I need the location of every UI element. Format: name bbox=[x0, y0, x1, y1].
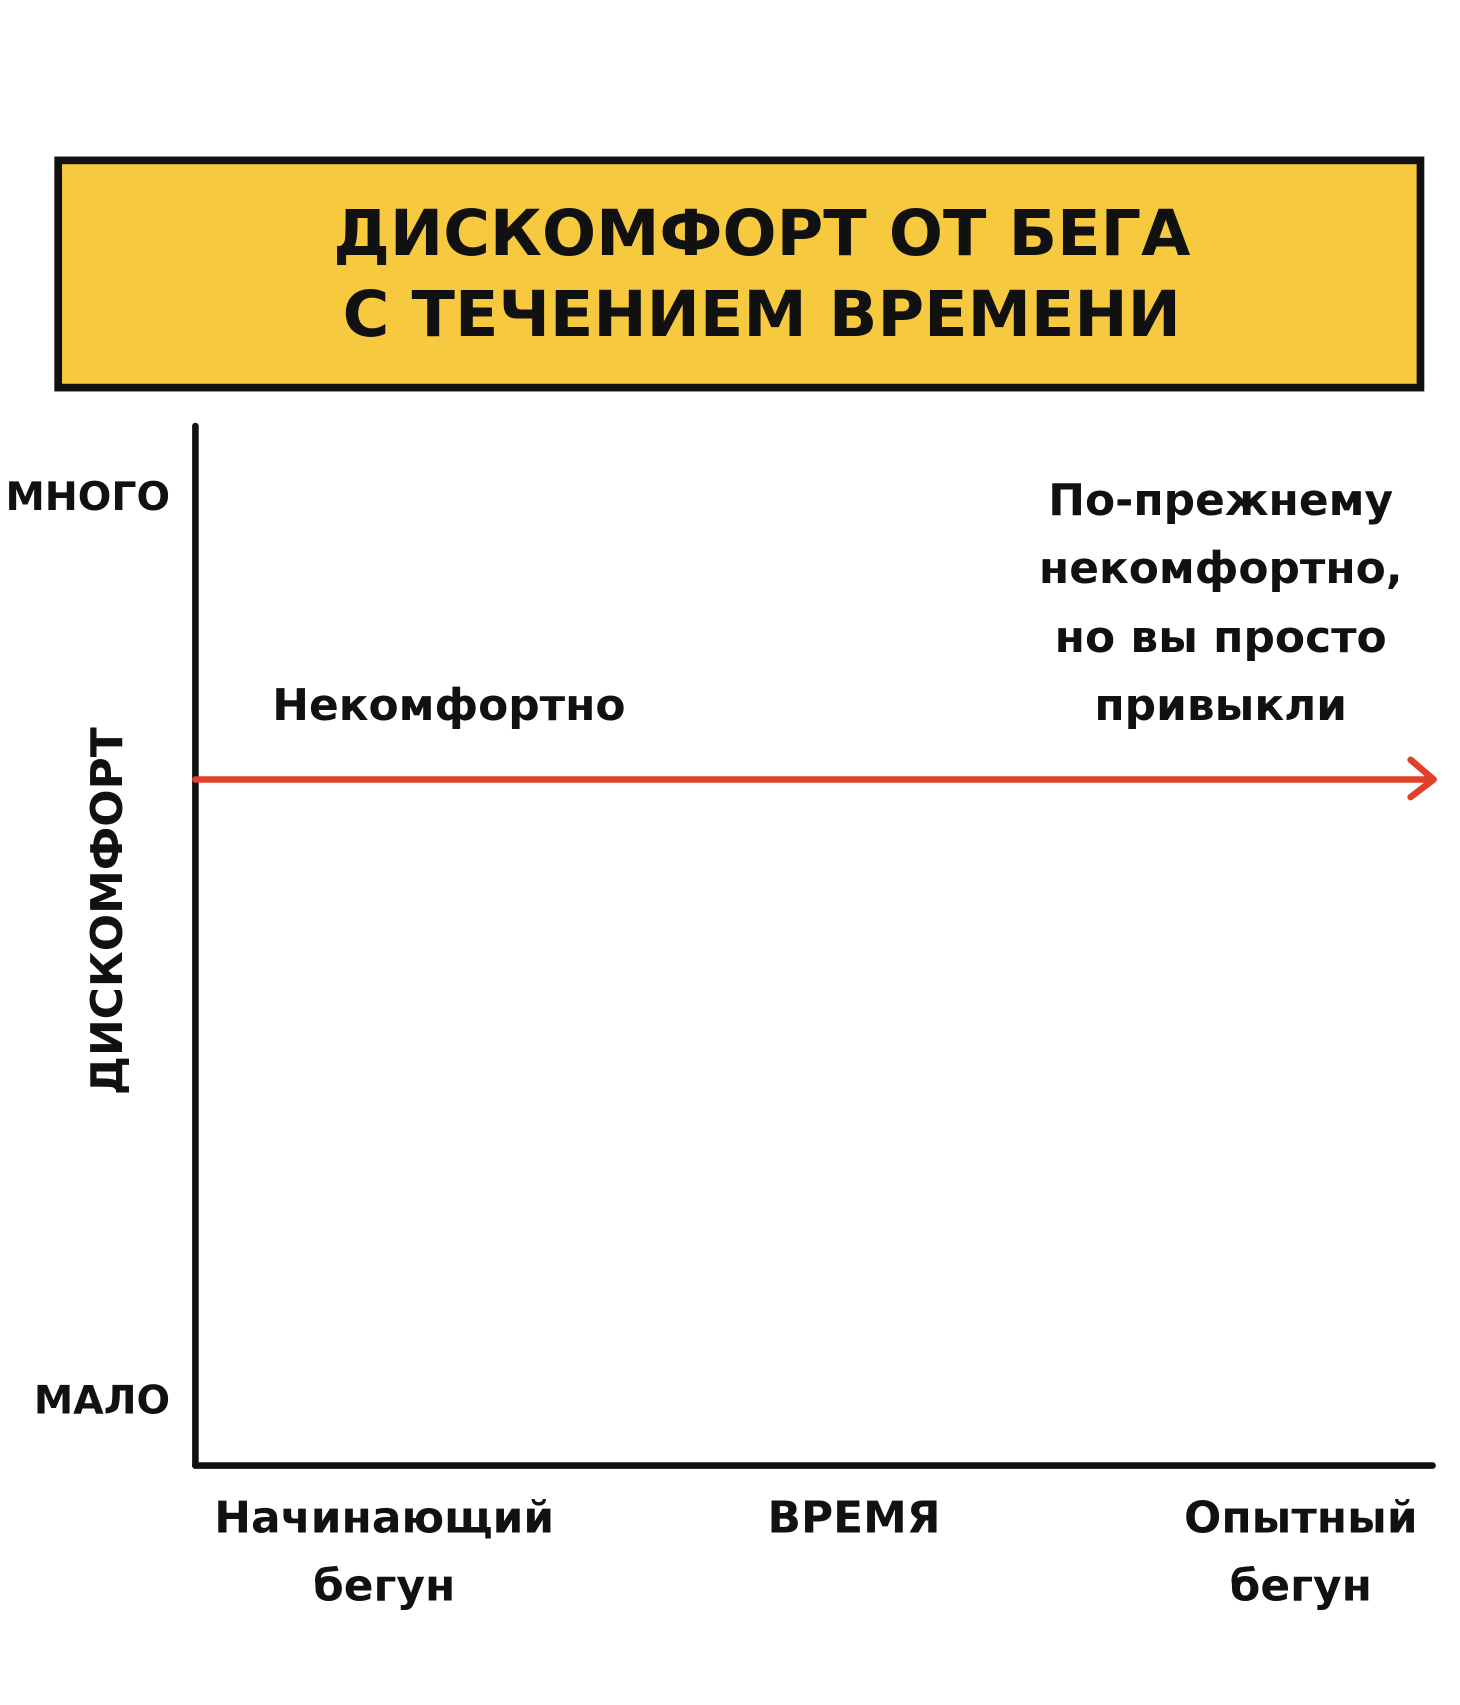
arrow-head bbox=[1407, 756, 1437, 801]
title-line: ДИСКОМФОРТ ОТ БЕГА bbox=[333, 197, 1190, 271]
y-low-label: МАЛО bbox=[34, 1378, 170, 1424]
x-end-label: Опытный bbox=[1184, 1492, 1418, 1543]
title-box bbox=[54, 156, 1425, 392]
annotation: По-прежнему bbox=[1048, 475, 1393, 526]
x-start-label: бегун bbox=[313, 1561, 455, 1612]
x-end-label: бегун bbox=[1230, 1561, 1372, 1612]
x-start-label: Начинающий bbox=[214, 1492, 554, 1543]
x-axis-label: ВРЕМЯ bbox=[768, 1492, 941, 1543]
y-high-label: МНОГО bbox=[5, 474, 170, 520]
title-line: С ТЕЧЕНИЕМ ВРЕМЕНИ bbox=[343, 278, 1181, 352]
y-axis-label: ДИСКОМФОРТ bbox=[82, 727, 133, 1095]
annotation: Некомфортно bbox=[272, 680, 625, 731]
annotation: но вы просто bbox=[1055, 612, 1387, 663]
annotation: привыкли bbox=[1094, 680, 1347, 731]
annotation: некомфортно, bbox=[1039, 543, 1403, 594]
